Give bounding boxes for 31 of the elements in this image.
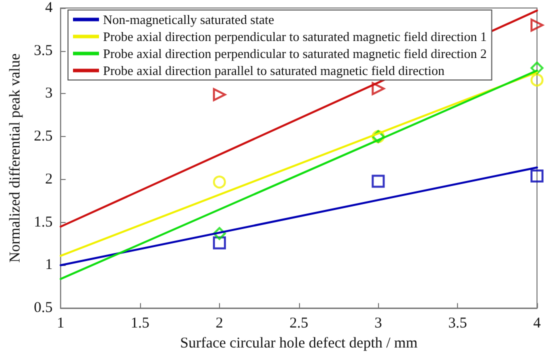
point bbox=[212, 176, 226, 189]
point bbox=[530, 74, 544, 87]
point bbox=[212, 236, 226, 250]
x-tick-label: 2 bbox=[216, 316, 224, 332]
y-tick-label: 0.5 bbox=[34, 300, 53, 316]
legend-label: Probe axial direction parallel to saturated magnetic field direction bbox=[103, 63, 445, 78]
y-tick-label: 2 bbox=[45, 171, 53, 188]
point bbox=[372, 82, 385, 96]
x-tick-label: 1.5 bbox=[130, 316, 150, 332]
y-tick-label: 1.5 bbox=[34, 214, 53, 230]
x-tick-label: 1 bbox=[56, 316, 64, 332]
x-tick-label: 3 bbox=[374, 316, 382, 332]
y-axis-title: Normalized differential peak value bbox=[8, 53, 24, 263]
legend-label: Non-magnetically saturated state bbox=[103, 12, 274, 27]
y-tick-label: 3 bbox=[45, 86, 53, 102]
x-tick-label: 2.5 bbox=[289, 316, 308, 332]
legend-label: Probe axial direction perpendicular to saturated magnetic field direction 2 bbox=[103, 46, 487, 61]
x-tick-label: 3.5 bbox=[448, 316, 467, 332]
point bbox=[530, 62, 544, 75]
point bbox=[530, 18, 544, 32]
y-tick-label: 3.5 bbox=[34, 42, 53, 59]
y-tick-label: 4 bbox=[45, 0, 54, 16]
point bbox=[530, 170, 544, 183]
x-axis-title: Surface circular hole defect depth / mm bbox=[180, 336, 418, 352]
y-tick-label: 2.5 bbox=[34, 128, 53, 145]
y-tick-label: 1 bbox=[45, 257, 53, 274]
point bbox=[212, 227, 226, 240]
point bbox=[212, 88, 226, 102]
point bbox=[372, 174, 385, 188]
x-tick-label: 4 bbox=[533, 316, 542, 332]
legend-label: Probe axial direction perpendicular to saturated magnetic field direction 1 bbox=[103, 29, 487, 44]
